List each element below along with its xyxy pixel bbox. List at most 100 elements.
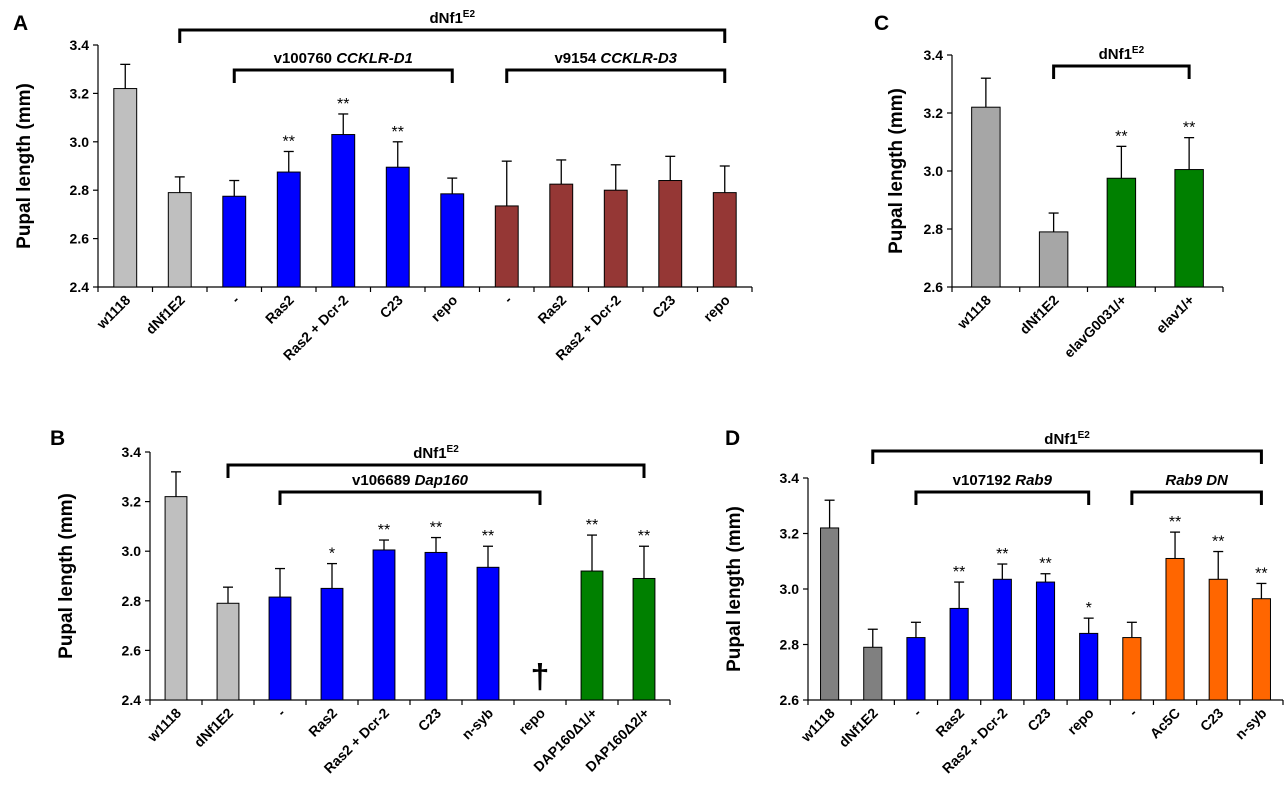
- bracket-label-text: v107192: [953, 472, 1016, 489]
- y-tick-label: 3.4: [70, 37, 90, 53]
- significance-mark: **: [953, 564, 965, 581]
- y-tick-label: 3.2: [122, 494, 142, 510]
- x-category-label: Ras2: [932, 705, 967, 740]
- significance-mark: **: [1115, 128, 1127, 145]
- bracket-label-superscript: E2: [1078, 430, 1091, 441]
- x-category-label: repo: [1064, 705, 1097, 738]
- significance-mark: **: [638, 528, 650, 545]
- bar: [820, 527, 840, 701]
- x-category-label: -: [500, 292, 515, 307]
- significance-mark: **: [1183, 120, 1195, 137]
- x-category-label: dNf1E2: [142, 292, 188, 338]
- bracket-label-text: dNf1: [429, 10, 462, 27]
- x-category-label: -: [274, 705, 289, 720]
- y-tick-label: 3.0: [924, 163, 944, 179]
- panel-letter: B: [50, 427, 65, 450]
- y-axis-label: Pupal length (mm): [14, 83, 35, 249]
- x-category-label: C23: [376, 292, 406, 322]
- bracket-label-text: v100760: [274, 50, 337, 67]
- bracket-label: Rab9 DN: [1165, 472, 1229, 489]
- bar: [632, 577, 656, 701]
- y-tick-label: 3.4: [122, 444, 142, 460]
- x-category-label: repo: [700, 292, 733, 325]
- bar: [971, 106, 1001, 288]
- significance-mark: **: [378, 522, 390, 539]
- bar: [1106, 177, 1137, 288]
- lethal-dagger: †: [531, 658, 550, 696]
- bar: [494, 205, 519, 288]
- x-category-label: Ras2: [534, 292, 569, 327]
- bar: [603, 189, 628, 288]
- x-category-label: C23: [649, 292, 679, 322]
- y-tick-label: 2.4: [122, 692, 142, 708]
- bar: [113, 88, 138, 288]
- bracket-label: dNf1E2: [429, 9, 475, 27]
- bracket-label: dNf1E2: [1044, 430, 1090, 448]
- x-category-label: -: [1125, 705, 1140, 720]
- bracket-label-text: v9154: [554, 50, 600, 67]
- bar: [268, 596, 292, 701]
- bracket-label: dNf1E2: [413, 444, 459, 462]
- bracket-label-italic: Rab9 DN: [1165, 472, 1229, 489]
- x-category-label: w1118: [797, 705, 838, 746]
- bracket-label-text: dNf1: [1099, 46, 1132, 63]
- significance-mark: **: [430, 520, 442, 537]
- bar: [164, 496, 188, 701]
- bar: [949, 607, 969, 701]
- bracket-label-italic: CCKLR-D1: [336, 50, 413, 67]
- bracket-label: v106689 Dap160: [352, 472, 469, 489]
- bar: [440, 193, 465, 288]
- bar: [216, 602, 240, 701]
- bar: [222, 195, 247, 288]
- x-category-label: dNf1E2: [191, 705, 237, 751]
- y-tick-label: 2.6: [780, 692, 800, 708]
- significance-mark: **: [337, 96, 349, 113]
- y-tick-label: 3.2: [924, 105, 944, 121]
- bracket-label-text: v106689: [352, 472, 415, 489]
- bracket-label-superscript: E2: [447, 444, 460, 455]
- y-tick-label: 2.8: [70, 182, 90, 198]
- panel-letter: C: [874, 12, 889, 35]
- bar: [1208, 578, 1228, 701]
- y-tick-label: 2.8: [924, 221, 944, 237]
- panel-c: C Pupal length (mm) 2.6 2.8 3.0 3.2 3.4 ** ** w11…: [874, 12, 1224, 361]
- significance-mark: *: [1086, 600, 1092, 617]
- y-tick-label: 2.4: [70, 279, 90, 295]
- bracket-label: v100760 CCKLR-D1: [274, 50, 413, 67]
- significance-mark: **: [1255, 565, 1267, 582]
- y-tick-label: 3.0: [70, 134, 90, 150]
- bracket-label-italic: Dap160: [415, 472, 469, 489]
- bar: [712, 192, 737, 288]
- bar: [167, 192, 192, 288]
- x-category-label: -: [909, 705, 924, 720]
- x-category-label: elav1/+: [1153, 292, 1198, 337]
- significance-mark: **: [996, 546, 1008, 563]
- x-category-label: dNf1E2: [835, 705, 881, 751]
- bar: [385, 166, 410, 288]
- panel-letter: A: [13, 12, 28, 35]
- bar: [372, 549, 396, 701]
- panel-letter: D: [725, 427, 740, 450]
- bar: [424, 551, 448, 701]
- x-category-label: w1118: [953, 292, 994, 333]
- bar: [1079, 632, 1099, 701]
- y-tick-label: 3.2: [780, 526, 800, 542]
- bracket-label-text: dNf1: [1044, 431, 1077, 448]
- bar: [863, 646, 883, 701]
- y-axis-label: Pupal length (mm): [724, 506, 745, 672]
- bracket-label: dNf1E2: [1099, 45, 1145, 63]
- x-category-label: elavG0031/+: [1061, 292, 1130, 361]
- bar: [1122, 637, 1142, 701]
- bar: [549, 183, 574, 288]
- x-category-label: C23: [1024, 705, 1054, 735]
- bracket-label-superscript: E2: [1132, 45, 1145, 56]
- x-category-label: C23: [415, 705, 445, 735]
- x-category-label: -: [228, 292, 243, 307]
- significance-mark: **: [1212, 534, 1224, 551]
- bar: [658, 180, 683, 288]
- bracket-label-italic: CCKLR-D3: [600, 50, 677, 67]
- bracket-label-italic: Rab9: [1015, 472, 1052, 489]
- y-tick-label: 2.8: [780, 637, 800, 653]
